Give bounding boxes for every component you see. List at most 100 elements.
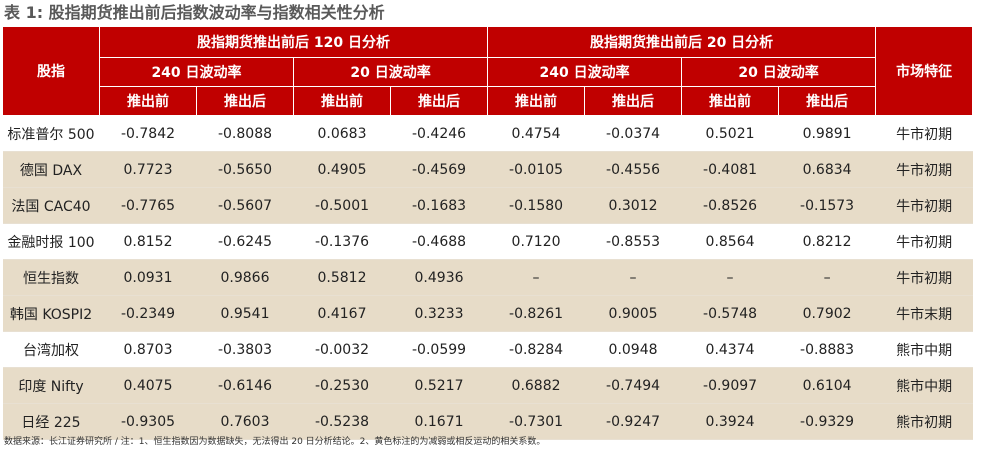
table-cell: – (487, 259, 585, 296)
index-name: 标准普尔 500 (2, 115, 100, 152)
table-row: 印度 Nifty 0.4075 -0.6146 -0.2530 0.5217 0… (2, 367, 973, 404)
table-row: 标准普尔 500 -0.7842 -0.8088 0.0683 -0.4246 … (2, 115, 973, 152)
table-cell: -0.9305 (99, 403, 197, 440)
table-cell: -0.3803 (196, 331, 294, 368)
table-cell: 0.9541 (196, 295, 294, 332)
table-cell: 0.4905 (293, 151, 391, 188)
table-cell: -0.5607 (196, 187, 294, 224)
table-cell: -0.9329 (778, 403, 876, 440)
table-cell: 0.9866 (196, 259, 294, 296)
table-cell: 0.6104 (778, 367, 876, 404)
table-cell: -0.1376 (293, 223, 391, 260)
header-group-20: 股指期货推出前后 20 日分析 (487, 26, 877, 58)
table-cell: 0.6882 (487, 367, 585, 404)
market-phase: 牛市初期 (875, 223, 973, 260)
table-cell: -0.7494 (584, 367, 682, 404)
table-cell: -0.8284 (487, 331, 585, 368)
index-name: 金融时报 100 (2, 223, 100, 260)
index-name: 印度 Nifty (2, 367, 100, 404)
index-name: 法国 CAC40 (2, 187, 100, 224)
header-before: 推出前 (681, 86, 780, 116)
table-cell: 0.4754 (487, 115, 585, 152)
header-before: 推出前 (293, 86, 391, 116)
table-cell: – (681, 259, 779, 296)
header-after: 推出后 (196, 86, 294, 116)
table-cell: -0.5748 (681, 295, 779, 332)
index-name: 台湾加权 (2, 331, 100, 368)
table-cell: 0.4374 (681, 331, 779, 368)
table-cell: -0.1683 (390, 187, 488, 224)
index-name: 韩国 KOSPI2 (2, 295, 100, 332)
table-cell: 0.3012 (584, 187, 682, 224)
table-cell: -0.4556 (584, 151, 682, 188)
table-cell: 0.4075 (99, 367, 197, 404)
table-cell: 0.5217 (390, 367, 488, 404)
table-cell: -0.0105 (487, 151, 585, 188)
table-cell: -0.1580 (487, 187, 585, 224)
table-cell: -0.8261 (487, 295, 585, 332)
table-cell: -0.9097 (681, 367, 779, 404)
table-cell: 0.0931 (99, 259, 197, 296)
table-cell: 0.6834 (778, 151, 876, 188)
table-cell: 0.7120 (487, 223, 585, 260)
table-cell: 0.8703 (99, 331, 197, 368)
table-cell: -0.6146 (196, 367, 294, 404)
table-cell: -0.4569 (390, 151, 488, 188)
table-cell: -0.8553 (584, 223, 682, 260)
header-20-vol240: 240 日波动率 (487, 57, 683, 87)
header-120-vol240: 240 日波动率 (99, 57, 294, 87)
table-cell: -0.4688 (390, 223, 488, 260)
header-index: 股指 (2, 26, 100, 116)
header-before: 推出前 (99, 86, 197, 116)
header-after: 推出后 (389, 86, 489, 116)
table-cell: 0.3924 (681, 403, 779, 440)
index-name: 日经 225 (2, 403, 100, 440)
market-phase: 牛市末期 (875, 295, 973, 332)
table-cell: -0.5001 (293, 187, 391, 224)
table-cell: -0.1573 (778, 187, 876, 224)
index-name: 恒生指数 (2, 259, 100, 296)
table-row: 日经 225 -0.9305 0.7603 -0.5238 0.1671 -0.… (2, 403, 973, 440)
market-phase: 牛市初期 (875, 259, 973, 296)
table-cell: 0.3233 (390, 295, 488, 332)
table-cell: 0.9891 (778, 115, 876, 152)
table-cell: 0.8564 (681, 223, 779, 260)
table-cell: 0.7723 (99, 151, 197, 188)
table-cell: -0.8883 (778, 331, 876, 368)
table-cell: -0.0374 (584, 115, 682, 152)
table-row: 恒生指数 0.0931 0.9866 0.5812 0.4936 – – – –… (2, 259, 973, 296)
table-row: 德国 DAX 0.7723 -0.5650 0.4905 -0.4569 -0.… (2, 151, 973, 188)
table-cell: -0.0599 (390, 331, 488, 368)
table-cell: 0.5812 (293, 259, 391, 296)
header-before: 推出前 (487, 86, 586, 116)
table-cell: 0.4936 (390, 259, 488, 296)
table-title: 表 1: 股指期货推出前后指数波动率与指数相关性分析 (4, 3, 385, 22)
table-cell: 0.0948 (584, 331, 682, 368)
table-cell: -0.7301 (487, 403, 585, 440)
header-120-vol20: 20 日波动率 (292, 57, 489, 87)
table-cell: -0.9247 (584, 403, 682, 440)
market-phase: 熊市中期 (875, 367, 973, 404)
table-cell: 0.1671 (390, 403, 488, 440)
market-phase: 熊市初期 (875, 403, 973, 440)
header-group-120: 股指期货推出前后 120 日分析 (98, 26, 489, 58)
volatility-correlation-table: 股指 股指期货推出前后 120 日分析 股指期货推出前后 20 日分析 市场特征… (2, 26, 974, 440)
table-cell: 0.9005 (584, 295, 682, 332)
table-cell: 0.4167 (293, 295, 391, 332)
table-cell: -0.2530 (293, 367, 391, 404)
table-row: 法国 CAC40 -0.7765 -0.5607 -0.5001 -0.1683… (2, 187, 973, 224)
table-cell: 0.8152 (99, 223, 197, 260)
market-phase: 牛市初期 (875, 187, 973, 224)
index-name: 德国 DAX (2, 151, 100, 188)
market-phase: 牛市初期 (875, 115, 973, 152)
table-cell: -0.5650 (196, 151, 294, 188)
table-cell: -0.7842 (99, 115, 197, 152)
header-20-vol20: 20 日波动率 (681, 57, 877, 87)
table-cell: -0.8088 (196, 115, 294, 152)
header-after: 推出后 (778, 86, 877, 116)
table-cell: – (584, 259, 682, 296)
table-cell: -0.5238 (293, 403, 391, 440)
market-phase: 熊市中期 (875, 331, 973, 368)
market-phase: 牛市初期 (875, 151, 973, 188)
table-cell: -0.6245 (196, 223, 294, 260)
